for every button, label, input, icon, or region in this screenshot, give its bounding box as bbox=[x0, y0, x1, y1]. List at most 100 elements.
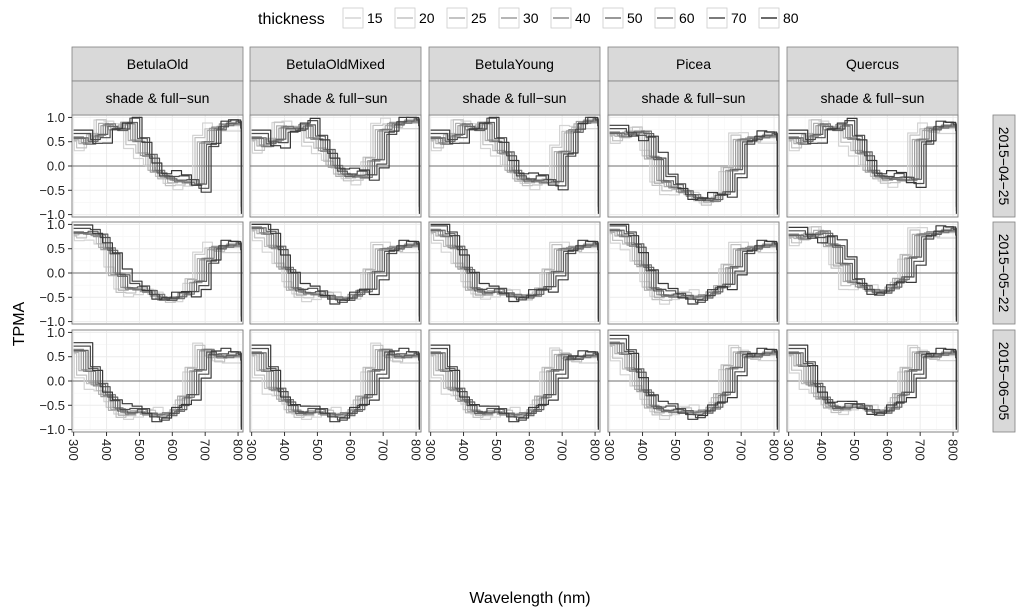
series-line-70 bbox=[73, 345, 242, 430]
series-line-70 bbox=[251, 223, 420, 321]
x-tick-label: 300 bbox=[244, 439, 259, 461]
x-tick-label: 300 bbox=[66, 439, 81, 461]
series-line-70 bbox=[430, 347, 599, 430]
legend-label-40: 40 bbox=[575, 10, 591, 26]
panel-0-4 bbox=[786, 114, 959, 218]
panel-border bbox=[249, 329, 422, 433]
strip-sublabel-BetulaOldMixed bbox=[249, 80, 422, 116]
series-line-50 bbox=[430, 120, 599, 206]
x-tick-label: 600 bbox=[165, 439, 180, 461]
x-tick-label: 400 bbox=[814, 439, 829, 461]
legend-entry-70: 70 bbox=[706, 7, 747, 29]
legend-entry-40: 40 bbox=[550, 7, 591, 29]
series-line-40 bbox=[430, 121, 599, 208]
legend-title: thickness bbox=[258, 11, 325, 28]
series-line-70 bbox=[609, 128, 778, 214]
strip-sublabel-text-Picea: shade & full−sun bbox=[642, 90, 746, 106]
y-axis-title: TPMA bbox=[11, 301, 28, 346]
y-tick-label: 1.0 bbox=[47, 217, 65, 232]
strip-sublabel-text-Quercus: shade & full−sun bbox=[821, 90, 925, 106]
strip-row-label-1: 2015−05−22 bbox=[996, 234, 1012, 313]
y-tick-label: 0.0 bbox=[47, 159, 65, 174]
x-tick-label: 800 bbox=[767, 439, 782, 461]
strip-sublabel-text-BetulaOld: shade & full−sun bbox=[106, 90, 210, 106]
y-tick-label: 0.0 bbox=[47, 374, 65, 389]
series-line-15 bbox=[609, 341, 778, 427]
strip-column-BetulaOldMixed bbox=[249, 46, 422, 82]
x-tick-label: 600 bbox=[701, 439, 716, 461]
x-tick-label: 400 bbox=[99, 439, 114, 461]
x-tick-label: 500 bbox=[310, 439, 325, 461]
panel-2-0 bbox=[71, 329, 244, 433]
series-line-60 bbox=[788, 227, 957, 317]
x-axis-title: Wavelength (nm) bbox=[469, 590, 590, 607]
x-tick-label: 600 bbox=[522, 439, 537, 461]
y-tick-label: 0.5 bbox=[47, 134, 65, 149]
series-line-30 bbox=[430, 228, 599, 320]
series-line-30 bbox=[73, 349, 242, 428]
series-line-80 bbox=[251, 344, 420, 430]
strip-column-Picea bbox=[607, 46, 780, 82]
strip-label-BetulaOldMixed: BetulaOldMixed bbox=[286, 56, 385, 72]
series-line-30 bbox=[430, 351, 599, 428]
series-line-15 bbox=[73, 342, 242, 427]
series-line-50 bbox=[609, 230, 778, 318]
panel-border bbox=[607, 329, 780, 433]
series-line-50 bbox=[788, 123, 957, 206]
series-line-30 bbox=[73, 121, 242, 208]
series-line-60 bbox=[430, 118, 599, 207]
strip-sublabel-BetulaYoung bbox=[428, 80, 601, 116]
series-line-15 bbox=[609, 228, 778, 319]
strip-sublabel-text-BetulaYoung: shade & full−sun bbox=[463, 90, 567, 106]
series-line-80 bbox=[788, 225, 957, 322]
panel-1-4 bbox=[786, 221, 959, 325]
series-line-70 bbox=[251, 347, 420, 430]
strip-row-0 bbox=[992, 114, 1016, 218]
series-line-15 bbox=[430, 119, 599, 207]
strip-label-Quercus: Quercus bbox=[846, 56, 899, 72]
panel-1-1 bbox=[249, 221, 422, 325]
panel-0-2 bbox=[428, 114, 601, 218]
series-line-70 bbox=[73, 117, 242, 211]
y-tick-label: 1.0 bbox=[47, 110, 65, 125]
series-line-60 bbox=[609, 131, 778, 210]
series-line-80 bbox=[788, 117, 957, 214]
series-line-50 bbox=[609, 343, 778, 426]
series-line-80 bbox=[430, 344, 599, 430]
series-line-70 bbox=[609, 225, 778, 322]
x-tick-label: 400 bbox=[635, 439, 650, 461]
strip-label-BetulaOld: BetulaOld bbox=[127, 56, 188, 72]
series-line-20 bbox=[609, 345, 778, 423]
y-tick-label: 0.5 bbox=[47, 241, 65, 256]
series-line-80 bbox=[609, 223, 778, 322]
strip-row-label-0: 2015−04−25 bbox=[996, 127, 1012, 206]
strip-label-BetulaYoung: BetulaYoung bbox=[475, 56, 554, 72]
series-line-70 bbox=[788, 226, 957, 321]
panel-0-1 bbox=[249, 114, 422, 218]
x-tick-label: 600 bbox=[343, 439, 358, 461]
panel-1-0 bbox=[71, 221, 244, 325]
series-line-15 bbox=[788, 226, 957, 316]
legend-entry-25: 25 bbox=[446, 7, 487, 29]
strip-sublabel-BetulaOld bbox=[71, 80, 244, 116]
series-line-80 bbox=[430, 223, 599, 322]
series-line-50 bbox=[430, 352, 599, 426]
series-line-80 bbox=[251, 116, 420, 214]
series-line-80 bbox=[251, 223, 420, 322]
x-tick-label: 700 bbox=[198, 439, 213, 461]
x-tick-label: 500 bbox=[847, 439, 862, 461]
series-line-20 bbox=[430, 349, 599, 423]
x-tick-label: 300 bbox=[602, 439, 617, 461]
series-line-15 bbox=[251, 342, 420, 427]
series-line-60 bbox=[788, 350, 957, 427]
legend-label-25: 25 bbox=[471, 10, 487, 26]
series-line-50 bbox=[788, 351, 957, 426]
series-line-70 bbox=[251, 116, 420, 211]
series-line-30 bbox=[73, 231, 242, 317]
panel-0-3 bbox=[607, 114, 780, 218]
series-line-70 bbox=[609, 338, 778, 430]
panel-1-3 bbox=[607, 221, 780, 325]
legend-label-15: 15 bbox=[367, 10, 383, 26]
series-line-50 bbox=[251, 348, 420, 426]
